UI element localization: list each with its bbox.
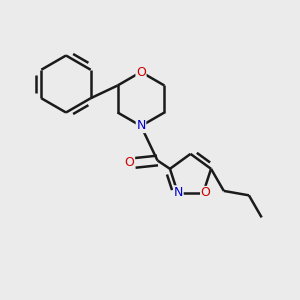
Text: O: O <box>136 65 146 79</box>
Text: O: O <box>201 187 211 200</box>
Text: N: N <box>174 186 183 199</box>
Text: N: N <box>136 119 146 133</box>
Text: O: O <box>125 156 134 170</box>
